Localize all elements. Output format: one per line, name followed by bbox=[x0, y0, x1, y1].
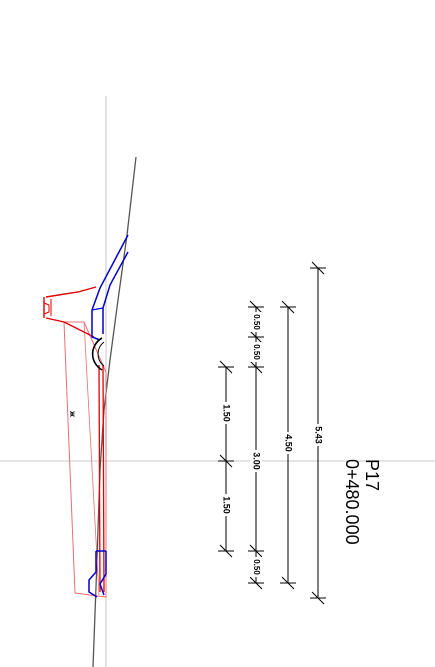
blue-upper-inner bbox=[102, 251, 129, 334]
pink-slab-outline bbox=[63, 321, 107, 598]
red-head-notch bbox=[43, 302, 50, 315]
dim-label-1-50-a: 1.50 bbox=[222, 404, 232, 422]
red-head-upper bbox=[45, 286, 97, 298]
dim-label-0-50-c: 0.50 bbox=[252, 559, 261, 575]
dim-tick bbox=[248, 300, 264, 590]
curb-arc bbox=[91, 337, 103, 371]
dim-tick bbox=[218, 360, 234, 558]
blue-lower-outer bbox=[88, 551, 98, 598]
red-wall-line-1 bbox=[98, 364, 101, 593]
blue-lower-inner bbox=[99, 551, 107, 596]
dim-label-5-43: 5.43 bbox=[314, 426, 324, 444]
pink-inner-line bbox=[83, 321, 100, 596]
chainage-label: 0+480.000 bbox=[342, 459, 362, 545]
dim-tick bbox=[280, 300, 296, 590]
section-marker: ж bbox=[68, 410, 77, 417]
dim-label-1-50-b: 1.50 bbox=[222, 496, 232, 514]
dim-label-0-50-a: 0.50 bbox=[252, 314, 261, 330]
red-head-lower bbox=[45, 317, 95, 338]
dim-label-3-00: 3.00 bbox=[252, 452, 262, 470]
curb-arc-inner bbox=[97, 341, 105, 367]
terrain-line bbox=[92, 156, 137, 667]
blue-upper-cross bbox=[91, 307, 104, 311]
dim-label-4-50: 4.50 bbox=[284, 434, 294, 452]
dim-label-0-50-b: 0.50 bbox=[252, 344, 261, 360]
red-wall-line-2 bbox=[102, 364, 105, 593]
profile-id-label: P17 bbox=[362, 459, 382, 491]
dim-tick bbox=[310, 261, 326, 605]
